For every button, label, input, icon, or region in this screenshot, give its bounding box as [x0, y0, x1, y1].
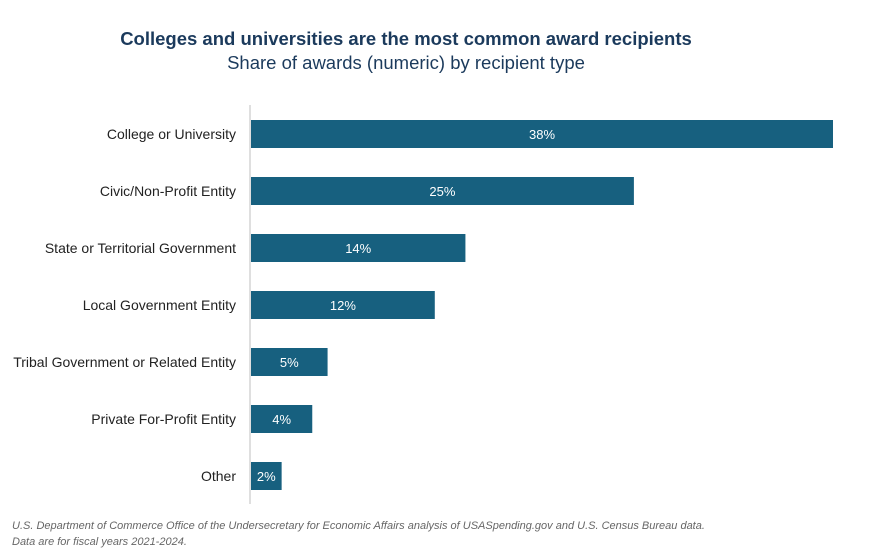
data-label-6: 2% [257, 469, 276, 484]
chart-title: Colleges and universities are the most c… [120, 28, 692, 49]
bar-4 [251, 348, 328, 376]
bar-0 [251, 120, 833, 148]
data-label-1: 25% [429, 184, 455, 199]
chart-subtitle: Share of awards (numeric) by recipient t… [227, 52, 585, 73]
bar-2 [251, 234, 466, 262]
category-label-4: Tribal Government or Related Entity [13, 354, 236, 370]
data-label-5: 4% [272, 412, 291, 427]
category-label-1: Civic/Non-Profit Entity [100, 183, 236, 199]
category-label-3: Local Government Entity [83, 297, 236, 313]
source-line-1: U.S. Department of Commerce Office of th… [12, 520, 705, 532]
source-note: U.S. Department of Commerce Office of th… [12, 518, 705, 550]
data-label-4: 5% [280, 355, 299, 370]
data-label-3: 12% [330, 298, 356, 313]
bars-group: College or University 38% Civic/Non-Profit… [13, 120, 833, 490]
bar-6 [251, 462, 282, 490]
data-label-0: 38% [529, 127, 555, 142]
category-label-6: Other [201, 468, 236, 484]
bar-5 [251, 405, 313, 433]
source-line-2: Data are for fiscal years 2021-2024. [12, 536, 187, 548]
category-label-5: Private For-Profit Entity [91, 411, 236, 427]
bar-1 [251, 177, 634, 205]
category-label-0: College or University [107, 126, 236, 142]
bar-3 [251, 291, 435, 319]
data-label-2: 14% [345, 241, 371, 256]
bar-chart: College or University 38% Civic/Non-Profit… [13, 105, 833, 504]
category-label-2: State or Territorial Government [45, 240, 236, 256]
